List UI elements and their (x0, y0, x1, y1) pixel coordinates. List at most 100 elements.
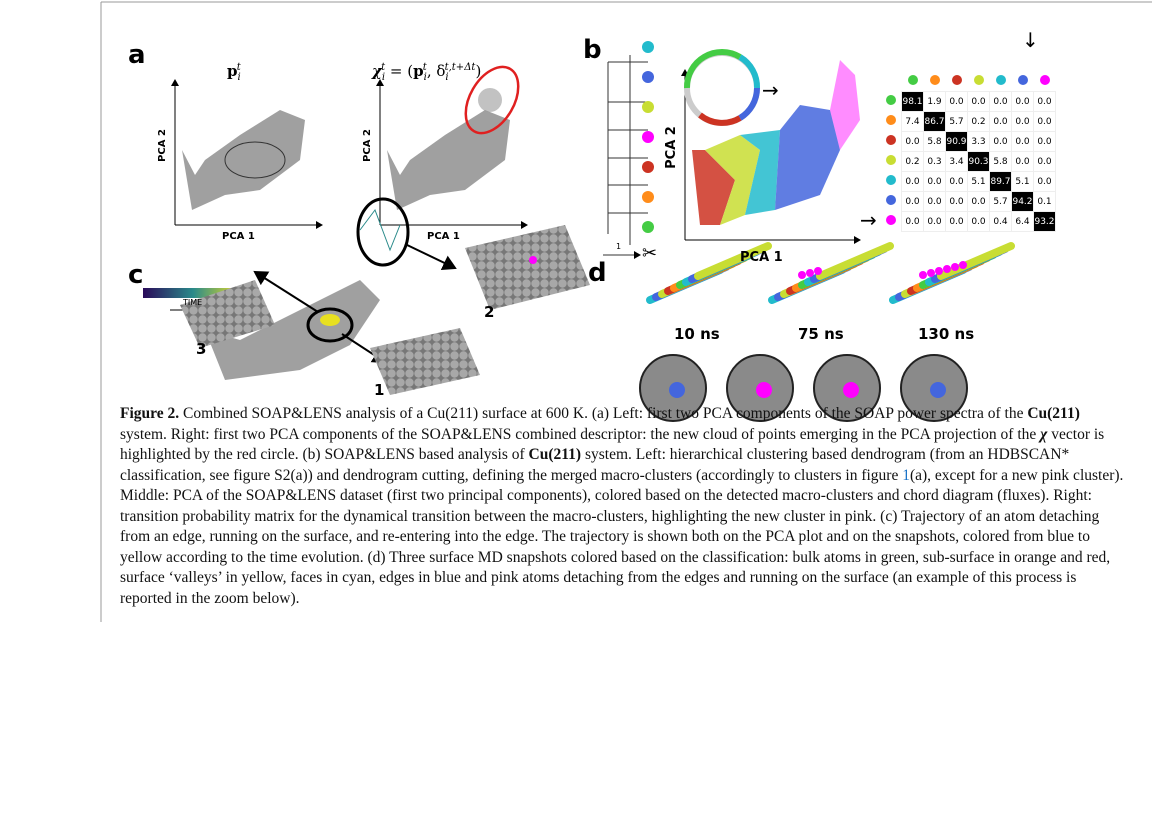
f-part: i (445, 72, 449, 83)
matrix-cell: 0.0 (1033, 91, 1056, 112)
trajectory-panel (143, 197, 590, 395)
cluster-dot (907, 75, 918, 85)
matrix-cell: 0.0 (1011, 151, 1034, 172)
f-part: t (381, 62, 386, 73)
matrix-cell: 0.0 (967, 211, 990, 232)
matrix-cell: 98.1 (901, 91, 924, 112)
matrix-cell: 0.0 (1033, 131, 1056, 152)
cluster-dot (642, 161, 654, 173)
detached-atom (798, 271, 806, 279)
matrix-table: 98.1 1.9 0.0 0.0 0.0 0.0 0.0 7.4 86.7 5.7 0.2 0.0 0.… (880, 72, 1056, 232)
detached-atom (935, 267, 943, 275)
matrix-cell: 0.3 (923, 151, 946, 172)
matrix-cell: 5.8 (923, 131, 946, 152)
matrix-cell: 89.7 (989, 171, 1012, 192)
matrix-cell: 0.0 (901, 131, 924, 152)
matrix-cell: 0.2 (967, 111, 990, 132)
matrix-cell: 93.2 (1033, 211, 1056, 232)
zoom-atom (843, 382, 859, 398)
matrix-cell: 3.4 (945, 151, 968, 172)
cluster-dot (885, 195, 896, 205)
matrix-cell: 5.1 (1011, 171, 1034, 192)
arrow: ↓ (1022, 28, 1039, 52)
cluster-dot (885, 95, 896, 105)
figure-link[interactable]: 1 (902, 466, 910, 484)
matrix-cell: 6.4 (1011, 211, 1034, 232)
time-label: 75 ns (798, 325, 844, 343)
caption-text: (a), except for a new pink cluster). Mid… (120, 466, 1124, 607)
matrix-cell: 0.0 (967, 91, 990, 112)
f-part: t (422, 62, 427, 73)
cluster-dot (951, 75, 962, 85)
caption-text: Cu(211) (1027, 405, 1080, 422)
caption-label: Figure 2. (120, 405, 180, 422)
matrix-cell: 0.0 (923, 211, 946, 232)
matrix-cell: 90.3 (967, 151, 990, 172)
matrix-cell: 0.0 (923, 171, 946, 192)
cluster-dot (642, 131, 654, 143)
f-part: t (236, 62, 241, 73)
snapshot-label: 2 (484, 303, 495, 321)
matrix-cell: 0.1 (1033, 191, 1056, 212)
panel-label: b (583, 35, 602, 65)
colorbar-label: TIME (183, 298, 203, 307)
snapshots (639, 242, 1015, 422)
matrix-cell: 3.3 (967, 131, 990, 152)
matrix-cell: 0.2 (901, 151, 924, 172)
zoom-atom (756, 382, 772, 398)
detached-atom (927, 269, 935, 277)
matrix-cell: 94.2 (1011, 191, 1034, 212)
panel-label: d (588, 258, 607, 288)
cluster-dot (885, 175, 896, 185)
panel-label: c (128, 260, 144, 290)
arrow: → (860, 208, 877, 232)
axis-label: PCA 1 (740, 250, 783, 265)
matrix-cell: 90.9 (945, 131, 968, 152)
matrix-cell: 0.0 (901, 171, 924, 192)
cluster-dot (885, 215, 896, 225)
detached-atom (806, 269, 814, 277)
caption-text: system. Left: hierarchical clustering ba… (120, 446, 1070, 484)
axis-label: PCA 2 (361, 129, 373, 162)
detached-atom (943, 265, 951, 273)
axis-label: PCA 2 (663, 126, 679, 169)
f-part: ) (475, 62, 482, 80)
dendrogram (603, 55, 648, 259)
f-part: i (381, 72, 386, 83)
cluster-dot (642, 221, 654, 233)
detached-atom (919, 271, 927, 279)
matrix-cell: 0.0 (945, 191, 968, 212)
snapshot-label: 1 (374, 381, 385, 399)
matrix-cell: 0.0 (901, 191, 924, 212)
f-part: p (227, 62, 238, 80)
cluster-dot (929, 75, 940, 85)
matrix-cell: 1.9 (923, 91, 946, 112)
axis-label: PCA 2 (156, 129, 168, 162)
caption-text: Cu(211) (528, 446, 582, 463)
caption-text: system. Right: first two PCA components … (120, 425, 1041, 443)
matrix-cell: 0.0 (1011, 111, 1034, 132)
matrix-cell: 0.0 (989, 111, 1012, 132)
matrix-cell: 0.0 (1033, 111, 1056, 132)
cluster-dot (885, 135, 896, 145)
matrix-cell: 5.7 (945, 111, 968, 132)
time-label: 130 ns (918, 325, 975, 343)
pca-clusters (681, 49, 861, 244)
cluster-dot (1017, 75, 1028, 85)
matrix-cell: 0.0 (1033, 171, 1056, 192)
cluster-dot (973, 75, 984, 85)
zoom-atom (930, 382, 946, 398)
highlight-circle (464, 65, 520, 135)
cluster-dot (642, 71, 654, 83)
caption-text: χ (1040, 425, 1048, 443)
detached-atom (951, 263, 959, 271)
f-part: p (413, 62, 424, 80)
formula-right: χit = (pit, δit,t+Δt) (372, 62, 481, 83)
matrix-cell: 0.0 (1033, 151, 1056, 172)
matrix-cell: 5.1 (967, 171, 990, 192)
matrix-cell: 0.0 (989, 131, 1012, 152)
matrix-cell: 0.0 (989, 91, 1012, 112)
matrix-cell: 0.0 (945, 171, 968, 192)
